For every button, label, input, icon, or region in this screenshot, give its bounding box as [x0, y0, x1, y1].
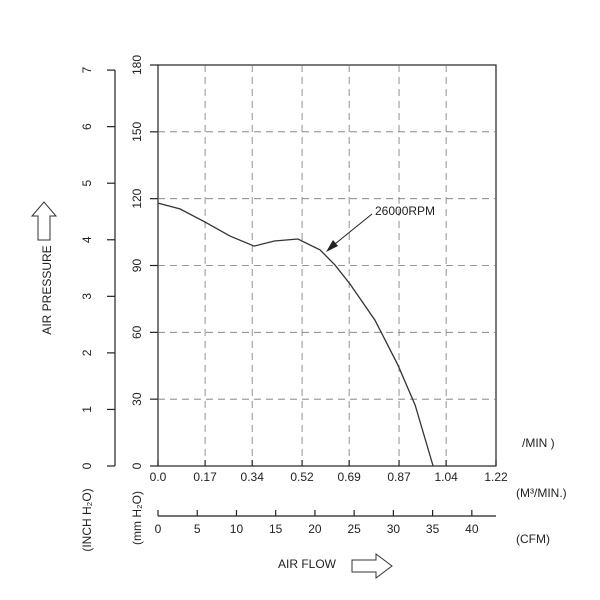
x-tick-label: 0.69 [337, 470, 361, 484]
x-unit: (M³/MIN.) [516, 486, 567, 500]
y-tick-label: 0 [130, 462, 144, 469]
x-arrow [351, 553, 393, 579]
x-tick-label: 0.87 [387, 470, 411, 484]
x-tick-label: 0.0 [150, 470, 167, 484]
x-tick-label: 0.34 [241, 470, 265, 484]
y2-tick-label: 1 [80, 406, 94, 413]
x2-tick-label: 30 [387, 522, 401, 536]
y2-tick-label: 4 [80, 236, 94, 243]
x2-tick-label: 25 [347, 522, 361, 536]
x2-unit: (CFM) [516, 532, 550, 546]
clipped-label: /MIN ) [522, 436, 555, 450]
x2-tick-label: 40 [465, 522, 479, 536]
y-tick-label: 60 [130, 325, 144, 339]
y-tick-label: 120 [130, 188, 144, 208]
y-arrow [30, 201, 58, 241]
y-unit: (mm H₂O) [130, 491, 144, 545]
annotation-arrowhead [326, 240, 338, 252]
y2-tick-label: 6 [80, 123, 94, 130]
x2-tick-label: 0 [155, 522, 162, 536]
x-tick-label: 1.22 [484, 470, 508, 484]
x-tick-label: 0.52 [290, 470, 314, 484]
x2-tick-label: 10 [230, 522, 244, 536]
series-annotation: 26000RPM [375, 204, 435, 218]
series-line [157, 202, 434, 467]
y-tick-label: 180 [130, 55, 144, 75]
y2-tick-label: 5 [80, 180, 94, 187]
y2-tick-label: 0 [80, 462, 94, 469]
y2-unit: (INCH H₂O) [80, 488, 94, 551]
y-tick-label: 30 [130, 392, 144, 406]
x-label: AIR FLOW [278, 557, 337, 571]
x-tick-label: 0.17 [193, 470, 217, 484]
annotation-arrow [329, 213, 373, 249]
x2-tick-label: 35 [426, 522, 440, 536]
y2-tick-label: 3 [80, 293, 94, 300]
y2-tick-label: 7 [80, 66, 94, 73]
x2-tick-label: 20 [308, 522, 322, 536]
y-tick-label: 90 [130, 259, 144, 273]
x2-tick-label: 5 [194, 522, 201, 536]
y2-tick-label: 2 [80, 349, 94, 356]
x-tick-label: 1.04 [434, 470, 458, 484]
y-label: AIR PRESSURE [40, 245, 54, 334]
x2-tick-label: 15 [269, 522, 283, 536]
y-tick-label: 150 [130, 122, 144, 142]
